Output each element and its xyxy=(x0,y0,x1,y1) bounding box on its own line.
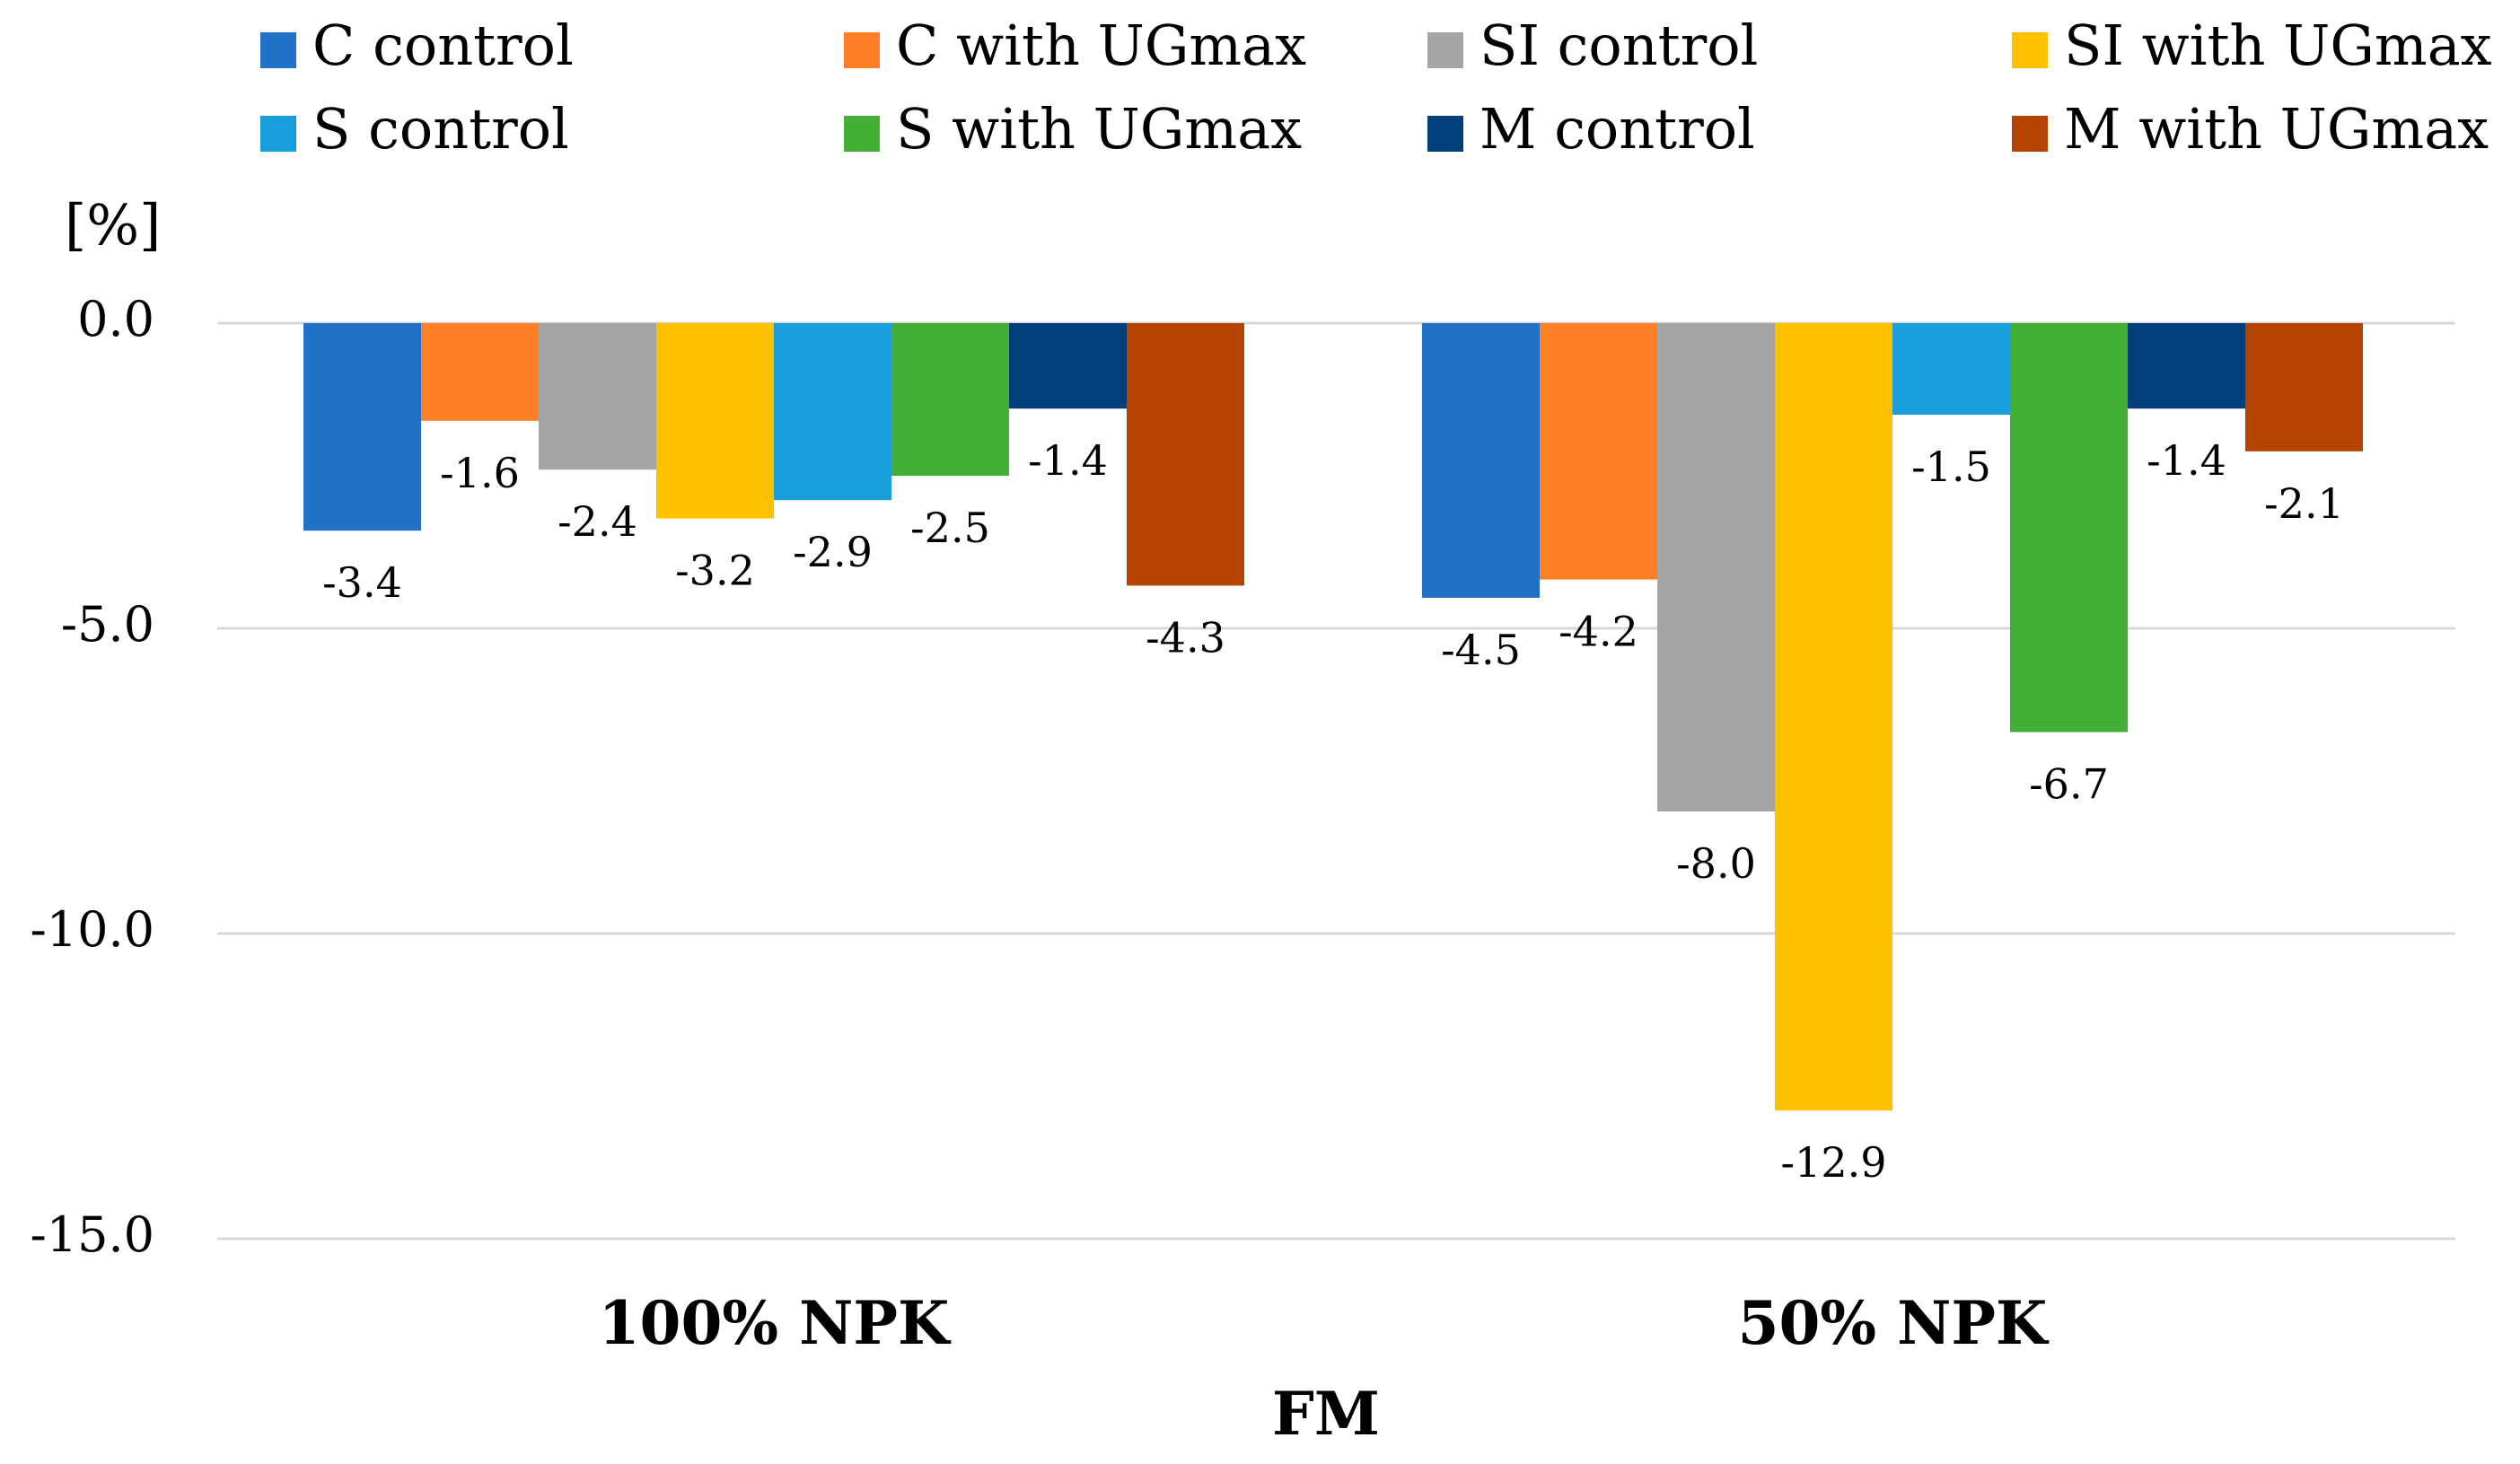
category-label: 100% NPK xyxy=(599,1288,952,1358)
bar xyxy=(1422,323,1540,598)
data-label: -1.4 xyxy=(1028,436,1108,485)
legend-swatch xyxy=(844,32,880,68)
legend-item: SI with UGmax xyxy=(2012,13,2492,78)
legend-label: SI control xyxy=(1480,13,1758,78)
legend-label: SI with UGmax xyxy=(2064,13,2492,78)
data-label: -2.1 xyxy=(2264,479,2344,528)
bars xyxy=(303,323,2363,1111)
legend-item: M control xyxy=(1427,96,1755,162)
y-tick-label: -15.0 xyxy=(31,1206,154,1263)
x-axis-label: FM xyxy=(1272,1379,1380,1449)
legend-item: C with UGmax xyxy=(844,13,1306,78)
legend-label: S control xyxy=(312,96,569,162)
bar xyxy=(1892,323,2010,415)
legend-swatch xyxy=(1427,116,1463,152)
y-axis-label: [%] xyxy=(65,192,161,258)
legend-swatch xyxy=(844,116,880,152)
y-tick-label: -10.0 xyxy=(31,901,154,958)
data-label: -6.7 xyxy=(2029,760,2109,809)
bar xyxy=(774,323,891,501)
legend-item: S control xyxy=(260,96,569,162)
legend-swatch xyxy=(260,116,296,152)
data-label: -3.2 xyxy=(675,547,755,595)
bar xyxy=(656,323,774,519)
legend-label: C with UGmax xyxy=(896,13,1306,78)
legend-swatch xyxy=(2012,116,2048,152)
bar xyxy=(891,323,1009,476)
bar xyxy=(2010,323,2128,732)
legend-item: M with UGmax xyxy=(2012,96,2489,162)
data-label: -3.4 xyxy=(322,558,402,607)
y-axis-ticks: 0.0 -5.0 -10.0 -15.0 xyxy=(31,291,154,1263)
data-label: -1.6 xyxy=(440,449,520,497)
bar xyxy=(421,323,539,421)
bar xyxy=(1127,323,1244,586)
legend-label: M control xyxy=(1480,96,1755,162)
legend-item: SI control xyxy=(1427,13,1758,78)
legend-swatch xyxy=(1427,32,1463,68)
data-label: -2.9 xyxy=(793,528,873,576)
legend-label: S with UGmax xyxy=(896,96,1302,162)
bar xyxy=(1009,323,1127,409)
bar xyxy=(303,323,421,531)
data-label: -2.4 xyxy=(558,497,637,546)
legend-label: C control xyxy=(312,13,574,78)
category-labels: 100% NPK 50% NPK xyxy=(599,1288,2050,1358)
legend: C control C with UGmax SI control SI with U… xyxy=(260,13,2492,162)
data-label: -1.5 xyxy=(1911,443,1991,491)
bar xyxy=(2128,323,2245,409)
data-label: -8.0 xyxy=(1676,839,1756,888)
data-label: -2.5 xyxy=(910,504,990,552)
data-label: -1.4 xyxy=(2147,436,2226,485)
legend-item: S with UGmax xyxy=(844,96,1302,162)
data-label: -4.3 xyxy=(1146,613,1225,662)
legend-swatch xyxy=(2012,32,2048,68)
bar xyxy=(539,323,656,470)
data-label: -4.2 xyxy=(1559,608,1638,656)
data-label: -4.5 xyxy=(1441,626,1521,674)
bar xyxy=(1775,323,1892,1111)
category-label: 50% NPK xyxy=(1738,1288,2050,1358)
legend-label: M with UGmax xyxy=(2064,96,2489,162)
legend-swatch xyxy=(260,32,296,68)
legend-item: C control xyxy=(260,13,574,78)
bar xyxy=(2245,323,2363,451)
data-label: -12.9 xyxy=(1781,1138,1887,1187)
bar xyxy=(1657,323,1775,811)
y-tick-label: 0.0 xyxy=(77,291,154,347)
y-tick-label: -5.0 xyxy=(61,596,154,653)
bar xyxy=(1540,323,1657,580)
data-labels: -3.4 -1.6 -2.4 -3.2 -2.9 -2.5 -1.4 -4.3 -4.5 -4.2… xyxy=(322,436,2344,1187)
